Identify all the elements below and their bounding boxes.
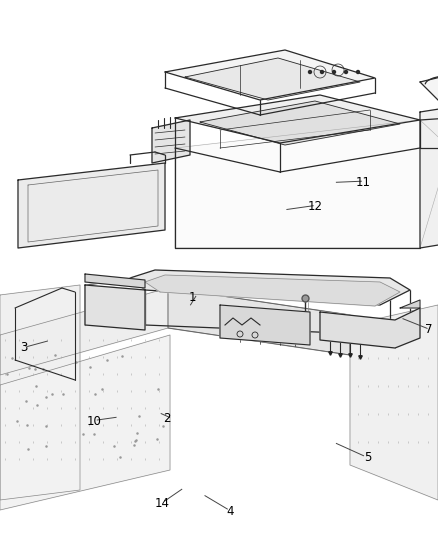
Polygon shape: [145, 275, 400, 306]
Polygon shape: [130, 270, 410, 305]
Circle shape: [321, 70, 324, 74]
Polygon shape: [85, 274, 145, 288]
Polygon shape: [420, 90, 438, 248]
Text: 10: 10: [87, 415, 102, 427]
Polygon shape: [400, 300, 420, 308]
Polygon shape: [0, 288, 350, 375]
Polygon shape: [152, 120, 190, 163]
Circle shape: [357, 70, 360, 74]
Polygon shape: [168, 288, 350, 355]
Text: 2: 2: [162, 412, 170, 425]
Text: 3: 3: [21, 341, 28, 354]
Polygon shape: [220, 305, 310, 345]
Polygon shape: [185, 58, 360, 100]
Text: 4: 4: [226, 505, 234, 518]
Polygon shape: [320, 308, 420, 348]
Text: 11: 11: [356, 176, 371, 189]
Polygon shape: [200, 101, 400, 145]
Text: 12: 12: [308, 200, 323, 213]
Polygon shape: [0, 335, 170, 510]
Text: 1: 1: [189, 291, 197, 304]
Polygon shape: [18, 163, 165, 248]
Polygon shape: [175, 95, 420, 143]
Polygon shape: [350, 305, 438, 500]
Text: 14: 14: [155, 497, 170, 510]
Polygon shape: [0, 285, 80, 500]
Polygon shape: [85, 285, 145, 330]
Polygon shape: [420, 58, 438, 112]
Polygon shape: [175, 120, 438, 248]
Text: 7: 7: [425, 323, 433, 336]
Text: 5: 5: [364, 451, 371, 464]
Circle shape: [345, 70, 347, 74]
Polygon shape: [165, 50, 375, 100]
Circle shape: [308, 70, 311, 74]
Circle shape: [332, 70, 336, 74]
